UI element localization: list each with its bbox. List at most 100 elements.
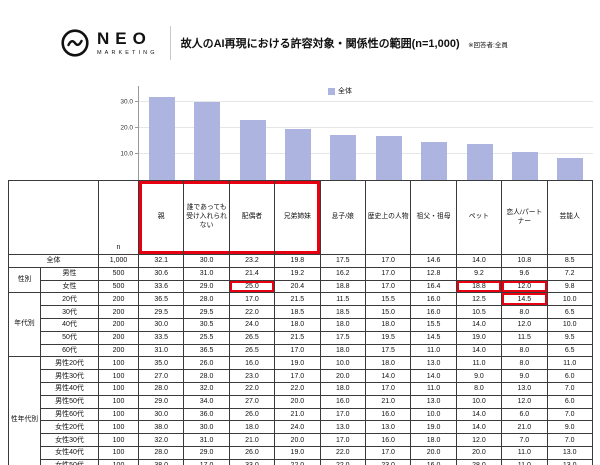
n-value: 200	[98, 330, 139, 345]
cell: 19.5	[364, 330, 412, 345]
cell: 22.0	[274, 381, 321, 396]
cell: 33.6	[137, 279, 185, 294]
cell: 16.0	[364, 433, 412, 447]
cell: 13.0	[410, 394, 457, 409]
table-row: 女性50代10038.017.033.022.022.023.016.028.0…	[9, 458, 593, 465]
cell: 8.0	[455, 381, 503, 396]
row-label: 男性	[40, 266, 99, 281]
cell: 38.0	[137, 458, 185, 465]
bar-slot	[502, 86, 547, 180]
cell: 19.0	[274, 445, 321, 460]
legend-swatch	[328, 87, 335, 95]
table-row: 女性 500 33.6 29.0 25.0 20.4 18.8 17.0 16.4 18.8 12.…	[9, 279, 593, 294]
cell: 17.0	[228, 292, 276, 307]
cell: 26.5	[228, 343, 276, 358]
bar-4	[284, 128, 311, 180]
cell: 18.0	[274, 317, 321, 332]
bar-slot	[457, 86, 502, 180]
cell: 21.0	[228, 433, 276, 447]
cell: 23.2	[228, 254, 276, 268]
col-header-3: 配偶者	[228, 180, 276, 255]
n-value: 100	[98, 445, 139, 460]
report-header: NEO MARKETING 故人のAI再現における許容対象・関係性の範囲(n=1…	[60, 26, 508, 60]
logo-wave-icon	[61, 29, 89, 57]
header-divider	[169, 26, 171, 60]
bar-slot	[366, 86, 411, 180]
bar-9	[511, 151, 538, 180]
cell: 9.0	[546, 420, 593, 435]
row-label: 女性50代	[40, 458, 99, 465]
cell: 19.8	[274, 254, 321, 268]
y-tick-label: 20.0	[120, 124, 133, 132]
table-row: 女性30代 100 32.0 31.0 21.0 20.0 17.0 16.0 18.0 12.0…	[9, 433, 593, 447]
cell: 27.0	[137, 369, 185, 383]
y-tick-mark	[135, 153, 139, 154]
cell: 18.5	[319, 305, 366, 319]
cell: 29.0	[183, 279, 230, 294]
cell: 7.2	[546, 266, 593, 281]
n-value: 200	[98, 343, 139, 358]
cell: 11.0	[501, 458, 548, 465]
cell: 21.5	[274, 330, 321, 345]
cell: 11.0	[410, 343, 457, 358]
y-tick-label: 30.0	[120, 98, 133, 106]
cell: 22.0	[319, 445, 366, 460]
cell: 20.0	[410, 445, 457, 460]
gridline: 10.0	[120, 151, 593, 158]
cell: 21.0	[364, 394, 412, 409]
n-value: 1,000	[98, 254, 139, 268]
page-title: 故人のAI再現における許容対象・関係性の範囲(n=1,000)	[180, 38, 460, 50]
row-label: 男性40代	[40, 381, 99, 396]
cell: 8.5	[546, 254, 593, 268]
n-value: 500	[98, 266, 139, 281]
bar-slot	[321, 86, 366, 180]
cell: 36.5	[137, 292, 185, 307]
cell: 10.5	[455, 305, 503, 319]
col-header-7: 祖父・祖母	[410, 180, 457, 255]
cell: 12.8	[410, 266, 457, 281]
cell: 28.0	[183, 292, 230, 307]
table-row: 性年代別 男性20代 100 35.0 26.0 16.0 19.0 10.0 18.0 13.0…	[8, 356, 593, 465]
cell: 12.5	[455, 292, 503, 307]
cell: 8.0	[501, 343, 548, 358]
cell: 18.8	[455, 279, 503, 294]
row-label: 女性20代	[40, 420, 99, 435]
cell: 18.0	[364, 317, 412, 332]
cell: 11.0	[501, 445, 548, 460]
row-label: 女性30代	[40, 433, 99, 447]
bar-slot	[548, 86, 593, 180]
n-value: 100	[98, 407, 139, 422]
cell: 28.0	[183, 369, 230, 383]
cell: 14.0	[364, 369, 412, 383]
cell: 14.0	[455, 343, 503, 358]
cell: 6.0	[546, 394, 593, 409]
cell: 13.0	[410, 356, 457, 371]
cell: 14.0	[455, 420, 503, 435]
cell: 32.0	[183, 381, 230, 396]
logo-name: NEO	[97, 29, 152, 48]
cell: 10.0	[319, 356, 366, 371]
cell: 24.0	[228, 317, 276, 332]
n-value: 200	[98, 292, 139, 307]
col-header-4: 兄弟姉妹	[274, 180, 321, 255]
table-row: 全体 1,000 32.1 30.0 23.2 19.8 17.5 17.0 14.6 14.0 1…	[8, 254, 593, 268]
n-value: 100	[98, 458, 139, 465]
n-value: 100	[98, 381, 139, 396]
bar-slot	[184, 86, 229, 180]
table-row: 男性30代 100 27.0 28.0 23.0 17.0 20.0 14.0 14.0 9.0 9…	[9, 369, 593, 383]
cell: 19.2	[274, 266, 321, 281]
cell: 12.0	[501, 317, 548, 332]
cell: 29.5	[137, 305, 185, 319]
header-row: n 親誰であっても受け入れられない 配偶者 兄弟姉妹 息子/娘 歴史上の人物 祖父・祖母 ペッ…	[8, 180, 593, 255]
cell: 30.0	[183, 254, 230, 268]
cell: 7.0	[546, 407, 593, 422]
cell: 16.0	[319, 394, 366, 409]
y-tick-mark	[135, 101, 139, 102]
bar-chart: 全体 10.0 20.0 30.0	[120, 86, 593, 180]
n-value: 100	[98, 420, 139, 435]
cell: 26.5	[228, 330, 276, 345]
table-row: 年代別 20代 200 36.5 28.0 17.0 21.5 11.5 15.5 16.0 12.…	[8, 292, 593, 358]
col-header-8: ペット	[455, 180, 503, 255]
cell: 10.0	[546, 317, 593, 332]
row-label: 60代	[40, 343, 99, 358]
